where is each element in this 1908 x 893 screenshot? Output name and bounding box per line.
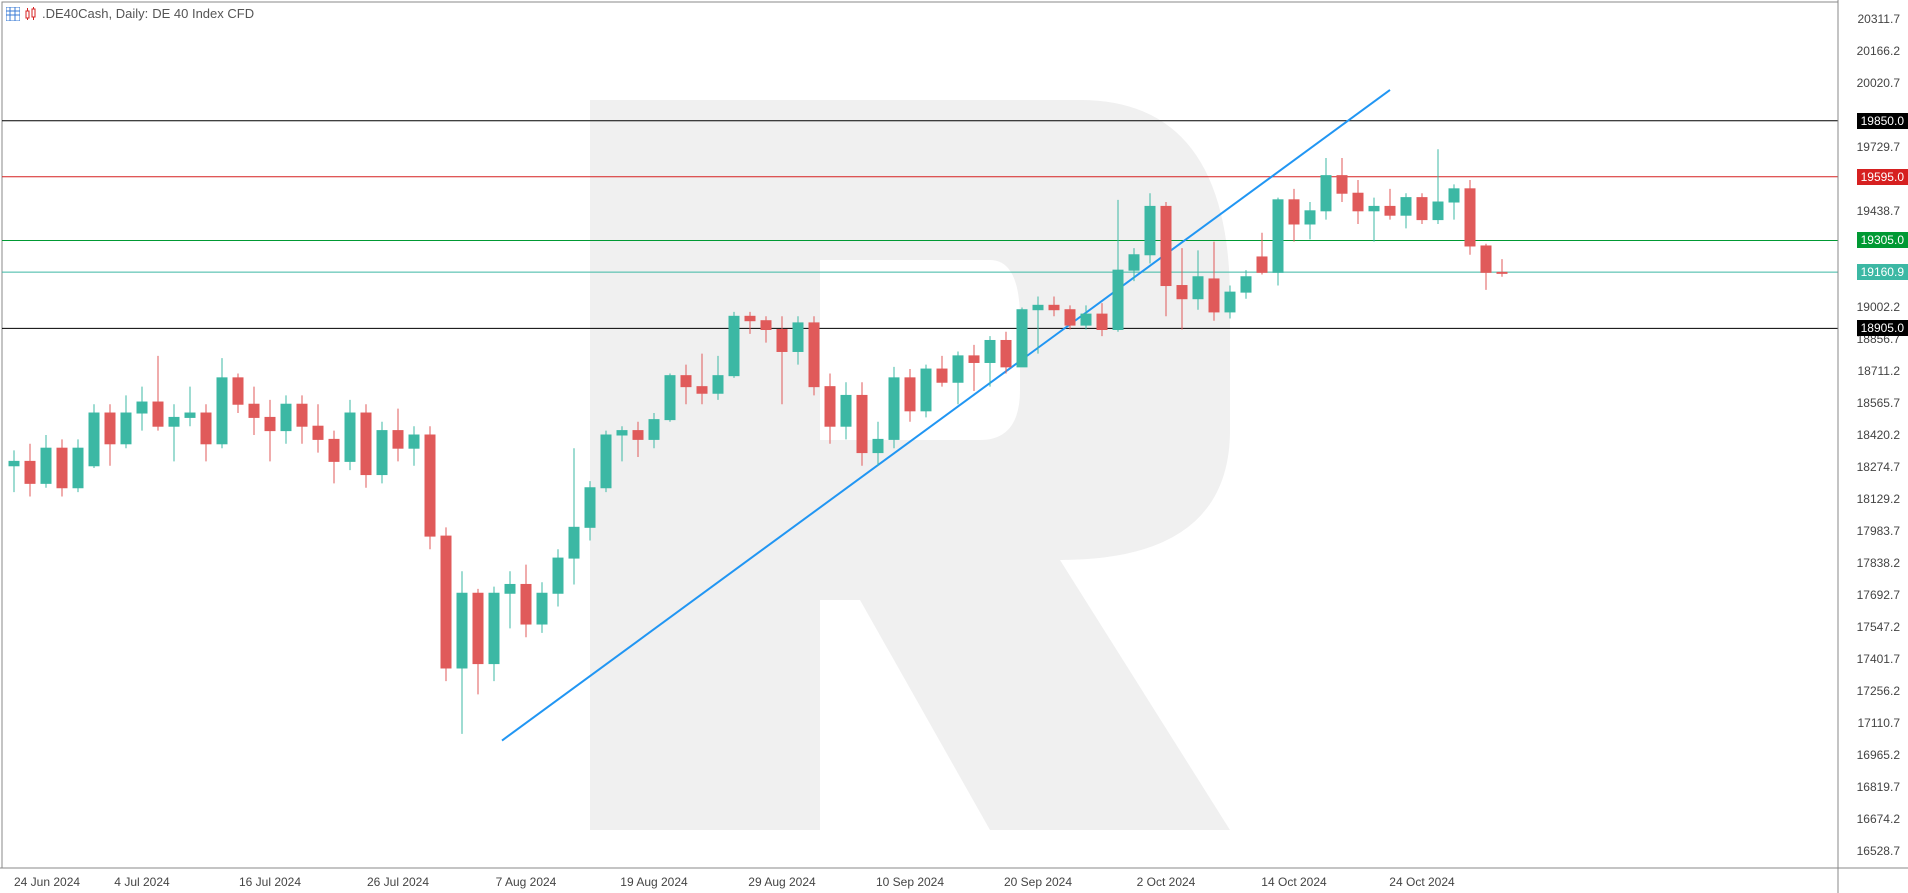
y-tick-label: 18711.2 xyxy=(1858,364,1901,378)
x-tick-label: 14 Oct 2024 xyxy=(1261,875,1326,889)
y-tick-label: 20020.7 xyxy=(1857,76,1900,90)
y-tick-label: 19002.2 xyxy=(1857,300,1900,314)
chart-title-bar: .DE40Cash, Daily: DE 40 Index CFD xyxy=(6,6,254,21)
y-tick-label: 18129.2 xyxy=(1857,492,1900,506)
table-icon xyxy=(6,7,20,21)
y-tick-label: 17838.2 xyxy=(1857,556,1900,570)
x-tick-label: 20 Sep 2024 xyxy=(1004,875,1072,889)
price-line-label: 19850.0 xyxy=(1857,113,1908,129)
y-tick-label: 16674.2 xyxy=(1857,812,1900,826)
x-tick-label: 26 Jul 2024 xyxy=(367,875,429,889)
chart-symbol: .DE40Cash, Daily: xyxy=(42,6,148,21)
x-tick-label: 7 Aug 2024 xyxy=(496,875,557,889)
y-tick-label: 17692.7 xyxy=(1857,588,1900,602)
price-line-label: 18905.0 xyxy=(1857,320,1908,336)
chart-svg[interactable] xyxy=(0,0,1908,893)
y-tick-label: 16819.7 xyxy=(1857,780,1900,794)
x-tick-label: 24 Jun 2024 xyxy=(14,875,80,889)
y-tick-label: 19438.7 xyxy=(1857,204,1900,218)
y-tick-label: 18565.7 xyxy=(1857,396,1900,410)
x-tick-label: 4 Jul 2024 xyxy=(114,875,169,889)
x-tick-label: 29 Aug 2024 xyxy=(748,875,815,889)
y-tick-label: 17547.2 xyxy=(1857,620,1900,634)
chart-container[interactable]: .DE40Cash, Daily: DE 40 Index CFD 20311.… xyxy=(0,0,1908,893)
y-tick-label: 19729.7 xyxy=(1857,140,1900,154)
y-tick-label: 16528.7 xyxy=(1857,844,1900,858)
x-tick-label: 2 Oct 2024 xyxy=(1137,875,1196,889)
y-tick-label: 17110.7 xyxy=(1858,716,1901,730)
y-axis: 20311.7 20166.2 20020.7 19729.7 19438.7 19002… xyxy=(1842,0,1904,893)
y-tick-label: 17401.7 xyxy=(1857,652,1900,666)
x-tick-label: 10 Sep 2024 xyxy=(876,875,944,889)
x-tick-label: 24 Oct 2024 xyxy=(1389,875,1454,889)
chart-description: DE 40 Index CFD xyxy=(152,6,254,21)
price-line-label: 19160.9 xyxy=(1857,264,1908,280)
x-tick-label: 16 Jul 2024 xyxy=(239,875,301,889)
y-tick-label: 20166.2 xyxy=(1857,44,1900,58)
x-axis: 24 Jun 2024 4 Jul 2024 16 Jul 2024 26 Jul 2… xyxy=(0,871,1908,891)
x-tick-label: 19 Aug 2024 xyxy=(620,875,687,889)
y-tick-label: 18274.7 xyxy=(1857,460,1900,474)
price-line-label: 19305.0 xyxy=(1857,232,1908,248)
y-tick-label: 20311.7 xyxy=(1858,12,1901,26)
y-tick-label: 16965.2 xyxy=(1857,748,1900,762)
candles-icon xyxy=(24,7,38,21)
y-tick-label: 17983.7 xyxy=(1857,524,1900,538)
y-tick-label: 17256.2 xyxy=(1857,684,1900,698)
y-tick-label: 18420.2 xyxy=(1857,428,1900,442)
price-line-label: 19595.0 xyxy=(1857,169,1908,185)
